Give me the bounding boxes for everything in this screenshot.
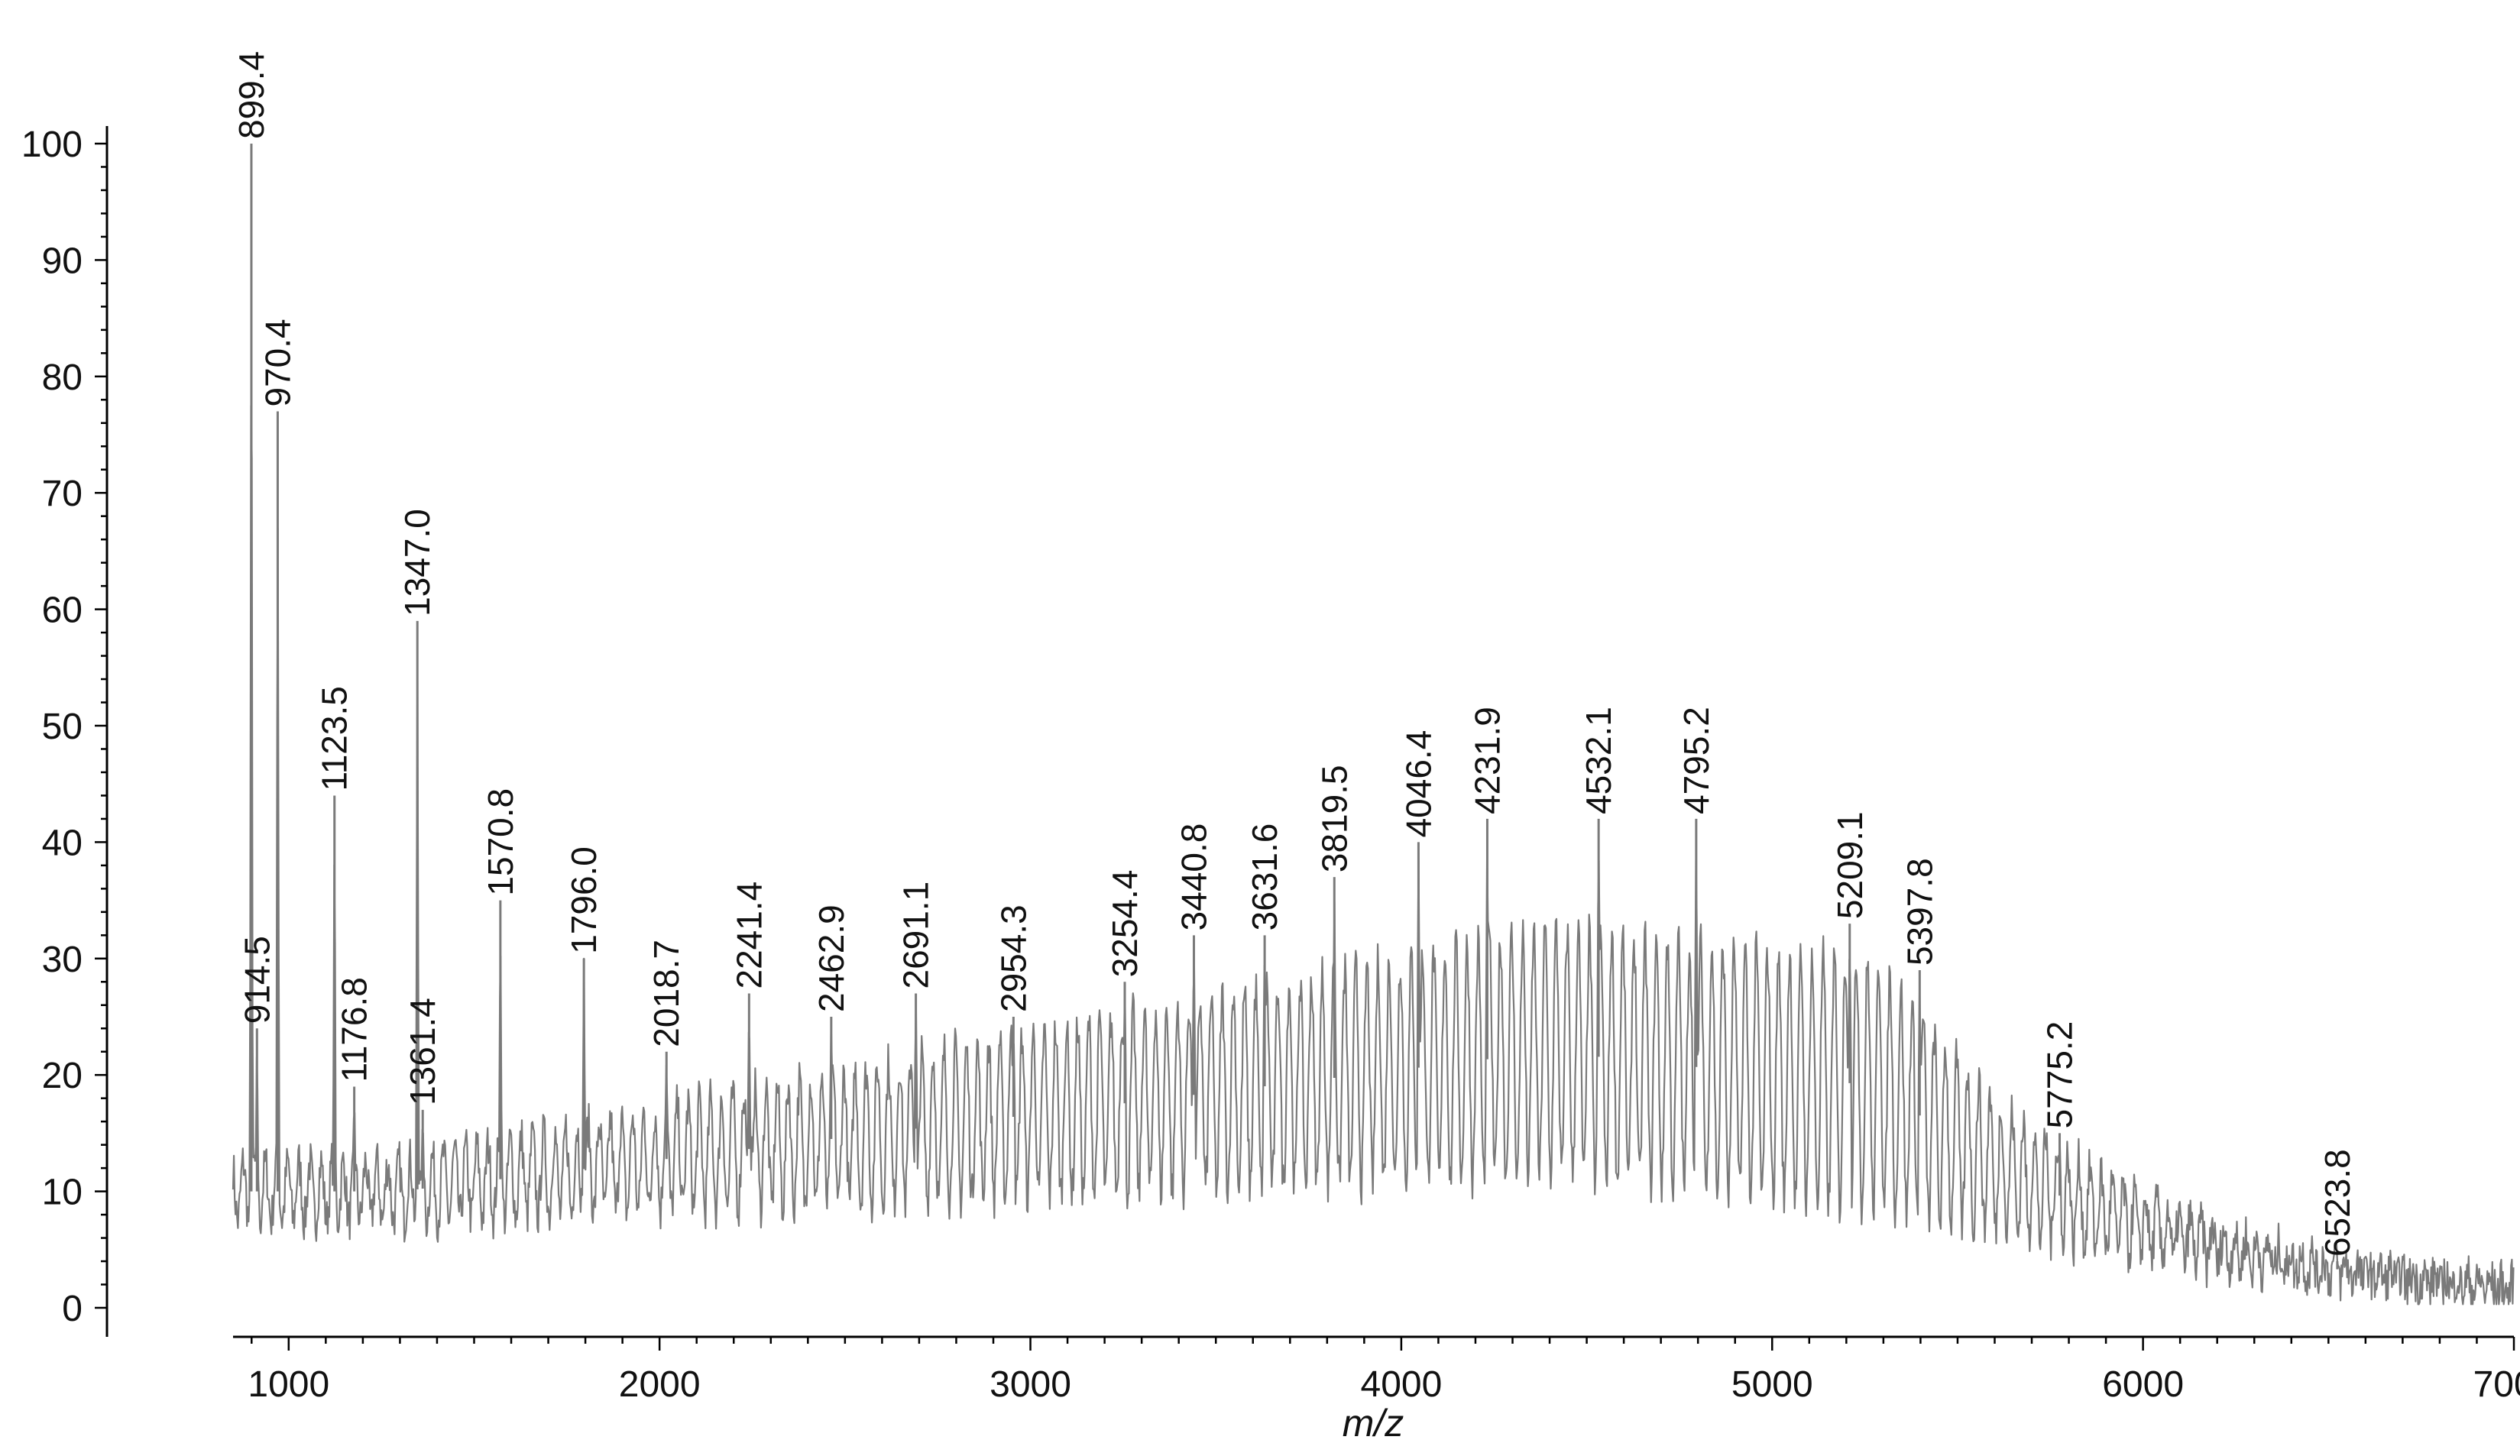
y-tick-label: 60 [42, 590, 83, 631]
x-tick-label: 7000 [2473, 1364, 2520, 1405]
peak-label: 6523.8 [2318, 1149, 2357, 1257]
peak-label: 899.4 [232, 51, 271, 139]
y-tick-label: 20 [42, 1056, 83, 1096]
axes-layer [105, 126, 2514, 1338]
peak-label: 970.4 [258, 319, 297, 406]
peak-label: 5775.2 [2040, 1021, 2080, 1129]
peak-label: 2691.1 [896, 882, 936, 989]
y-tick-label: 50 [42, 707, 83, 747]
x-tick-label: 2000 [619, 1364, 701, 1405]
peak-label: 3631.6 [1245, 823, 1284, 931]
x-tick-label: 6000 [2102, 1364, 2184, 1405]
x-tick-label: 1000 [248, 1364, 329, 1405]
peak-label: 1570.8 [481, 788, 520, 896]
x-tick-label: 4000 [1361, 1364, 1443, 1405]
y-tick-label: 30 [42, 940, 83, 980]
spectrum-trace-layer [232, 404, 2515, 1306]
peak-label: 1176.8 [335, 977, 374, 1082]
peak-label: 2241.4 [729, 882, 769, 989]
x-axis-title: m/z [1343, 1402, 1404, 1445]
y-tick-label: 100 [21, 125, 83, 165]
peak-label: 2462.9 [811, 904, 851, 1012]
peak-label: 3254.4 [1105, 870, 1145, 978]
spectrum-trace [232, 404, 2515, 1306]
peak-label: 2954.3 [993, 904, 1033, 1012]
peak-label: 4532.1 [1579, 707, 1618, 814]
peak-label: 4795.2 [1676, 707, 1716, 814]
peak-label: 914.5 [237, 936, 277, 1024]
peak-marker-layer: 899.4 914.5 970.4 1123.5 1176.8 1347.0 1361.4 1… [232, 51, 2357, 1270]
peak-label: 1123.5 [315, 686, 355, 791]
peak-label: 3819.5 [1314, 765, 1354, 872]
peak-label: 1361.4 [403, 998, 442, 1105]
y-tick-layer: 0 10 20 30 40 50 60 70 80 90 100 [21, 125, 107, 1329]
x-tick-label: 3000 [990, 1364, 1071, 1405]
peak-label: 2018.7 [646, 940, 686, 1047]
peak-label: 4231.9 [1467, 707, 1507, 814]
x-tick-label: 5000 [1731, 1364, 1813, 1405]
y-tick-label: 90 [42, 241, 83, 281]
peak-label: 4046.4 [1398, 730, 1438, 838]
peak-label: 5397.8 [1900, 858, 1939, 966]
y-tick-label: 0 [62, 1289, 83, 1329]
y-tick-label: 80 [42, 358, 83, 398]
y-tick-label: 40 [42, 823, 83, 863]
y-tick-label: 70 [42, 474, 83, 514]
y-tick-label: 10 [42, 1173, 83, 1213]
x-tick-layer: 1000 2000 3000 4000 5000 6000 7000 [248, 1337, 2520, 1405]
peak-label: 1796.0 [564, 846, 604, 954]
peak-label: 5209.1 [1830, 811, 1870, 919]
peak-label: 1347.0 [397, 509, 437, 616]
peak-label: 3440.8 [1174, 823, 1213, 931]
